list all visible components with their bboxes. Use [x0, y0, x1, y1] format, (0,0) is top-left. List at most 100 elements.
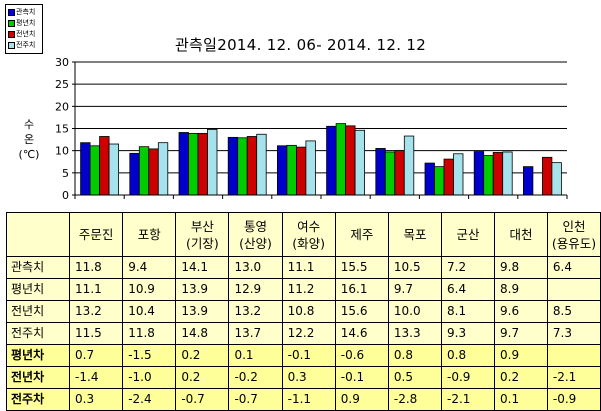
table-cell: 9.6	[494, 300, 548, 323]
bar	[197, 132, 208, 196]
table-cell: -2.8	[387, 388, 443, 411]
bar	[335, 123, 347, 196]
legend-item: 관측치	[8, 7, 42, 17]
bar	[99, 136, 110, 196]
bar	[394, 150, 405, 196]
legend-item: 평년치	[8, 18, 42, 28]
y-tick-label: 20	[55, 100, 69, 113]
column-header: 부산 (기장)	[175, 212, 230, 257]
bar	[286, 144, 297, 196]
table-cell: -0.1	[281, 344, 336, 367]
table-cell: 14.6	[334, 322, 389, 345]
table-cell: -0.9	[441, 366, 496, 389]
column-header-line: 포항	[137, 227, 161, 242]
table-row: 평년차 0.7 -1.5 0.2 0.1 -0.1 -0.6 0.8 0.8 0.9	[5, 344, 601, 367]
table-cell: 11.8	[122, 322, 177, 345]
table-cell: 0.3	[69, 388, 124, 411]
y-axis-label-line: 온	[23, 133, 35, 146]
row-label: 평년치	[5, 278, 71, 301]
bar	[483, 155, 494, 196]
legend-swatch	[8, 9, 15, 16]
table-cell: -0.9	[546, 388, 601, 411]
table-cell: 8.9	[494, 278, 548, 301]
bar	[276, 145, 288, 196]
table-cell: 9.4	[122, 256, 177, 279]
table-cell: -1.0	[122, 366, 177, 389]
table-cell	[546, 344, 601, 367]
table-cell: -1.4	[69, 366, 124, 389]
bar	[354, 129, 366, 196]
table-row: 관측치 11.8 9.4 14.1 13.0 11.1 15.5 10.5 7.2 9.8 6.4	[5, 256, 601, 279]
bar	[148, 148, 159, 196]
bar	[403, 135, 415, 196]
table-cell: 8.5	[546, 300, 601, 323]
bar-chart: 0 5 10 15 20 25 30	[55, 56, 568, 202]
bar	[188, 132, 199, 196]
row-label: 전년차	[5, 366, 71, 389]
column-header-line: 부산	[190, 218, 214, 234]
table-cell: 13.3	[387, 322, 443, 345]
y-tick-label: 10	[55, 145, 69, 158]
table-cell: 11.1	[281, 256, 336, 279]
table-cell: 10.9	[122, 278, 177, 301]
bar	[345, 125, 356, 196]
bar	[305, 140, 316, 196]
table-cell: -0.6	[334, 344, 389, 367]
table-cell: 10.4	[122, 300, 177, 323]
row-label: 평년차	[5, 344, 71, 367]
table-cell: -1.5	[122, 344, 177, 367]
bar	[492, 152, 504, 196]
row-label: 전주차	[5, 388, 71, 411]
bar	[157, 142, 169, 196]
bar	[138, 146, 150, 196]
bar	[237, 137, 248, 196]
bar	[523, 166, 534, 196]
bar	[80, 142, 91, 196]
column-header-line: 여수	[297, 218, 321, 234]
table-cell	[546, 278, 601, 301]
chart-title: 관측일2014. 12. 06- 2014. 12. 12	[174, 36, 427, 54]
column-header-line: 주문진	[78, 227, 114, 242]
table-row: 전주치 11.5 11.8 14.8 13.7 12.2 14.6 13.3 9.3 9.7 7.3	[5, 322, 601, 345]
column-header-line: 인천	[562, 218, 586, 234]
bar	[227, 136, 239, 196]
bar	[207, 128, 218, 196]
column-header: 대천	[494, 212, 548, 257]
table-cell: 11.2	[281, 278, 336, 301]
bar	[443, 158, 454, 196]
table-cell: 0.2	[175, 344, 230, 367]
bar	[108, 143, 119, 196]
table-row: 전년치 13.2 10.4 13.9 13.2 10.8 15.6 10.0 8.1 9.6 8.5	[5, 300, 601, 323]
table-cell: 0.8	[387, 344, 443, 367]
legend-swatch	[8, 42, 15, 49]
table-cell: 15.6	[334, 300, 389, 323]
table-cell: 11.5	[69, 322, 124, 345]
legend-label: 전주치	[16, 41, 36, 49]
bar	[551, 162, 562, 196]
legend-item: 전년치	[8, 29, 42, 39]
data-table: 주문진 포항 부산 (기장) 통영 (산양) 여수 (화양) 제주 목포 군산 대천 인천 (용유도) 관측…	[5, 212, 601, 411]
legend-swatch	[8, 20, 15, 27]
table-cell: 12.2	[281, 322, 336, 345]
table-cell: -2.1	[546, 366, 601, 389]
table-cell: 6.4	[546, 256, 601, 279]
y-axis-label-line: 수	[23, 118, 35, 131]
column-header-line: 대천	[509, 227, 533, 242]
column-header-line: 목포	[403, 227, 427, 242]
table-cell: -0.1	[334, 366, 389, 389]
table-cell: 0.9	[494, 344, 548, 367]
table-cell: 14.8	[175, 322, 230, 345]
table-cell: 13.9	[175, 300, 230, 323]
table-cell: 13.2	[228, 300, 283, 323]
row-label: 전주치	[5, 322, 71, 345]
table-cell: 15.5	[334, 256, 389, 279]
table-cell: 9.3	[441, 322, 496, 345]
bar	[256, 133, 267, 196]
table-row: 전년차 -1.4 -1.0 0.2 -0.2 0.3 -0.1 0.5 -0.9 0.2 -2.1	[5, 366, 601, 389]
y-tick-label: 15	[55, 123, 69, 136]
table-cell: 13.0	[228, 256, 283, 279]
table-cell: -2.4	[122, 388, 177, 411]
table-cell: 6.4	[441, 278, 496, 301]
table-cell: 9.7	[387, 278, 443, 301]
column-header-line: (용유도)	[551, 235, 597, 251]
